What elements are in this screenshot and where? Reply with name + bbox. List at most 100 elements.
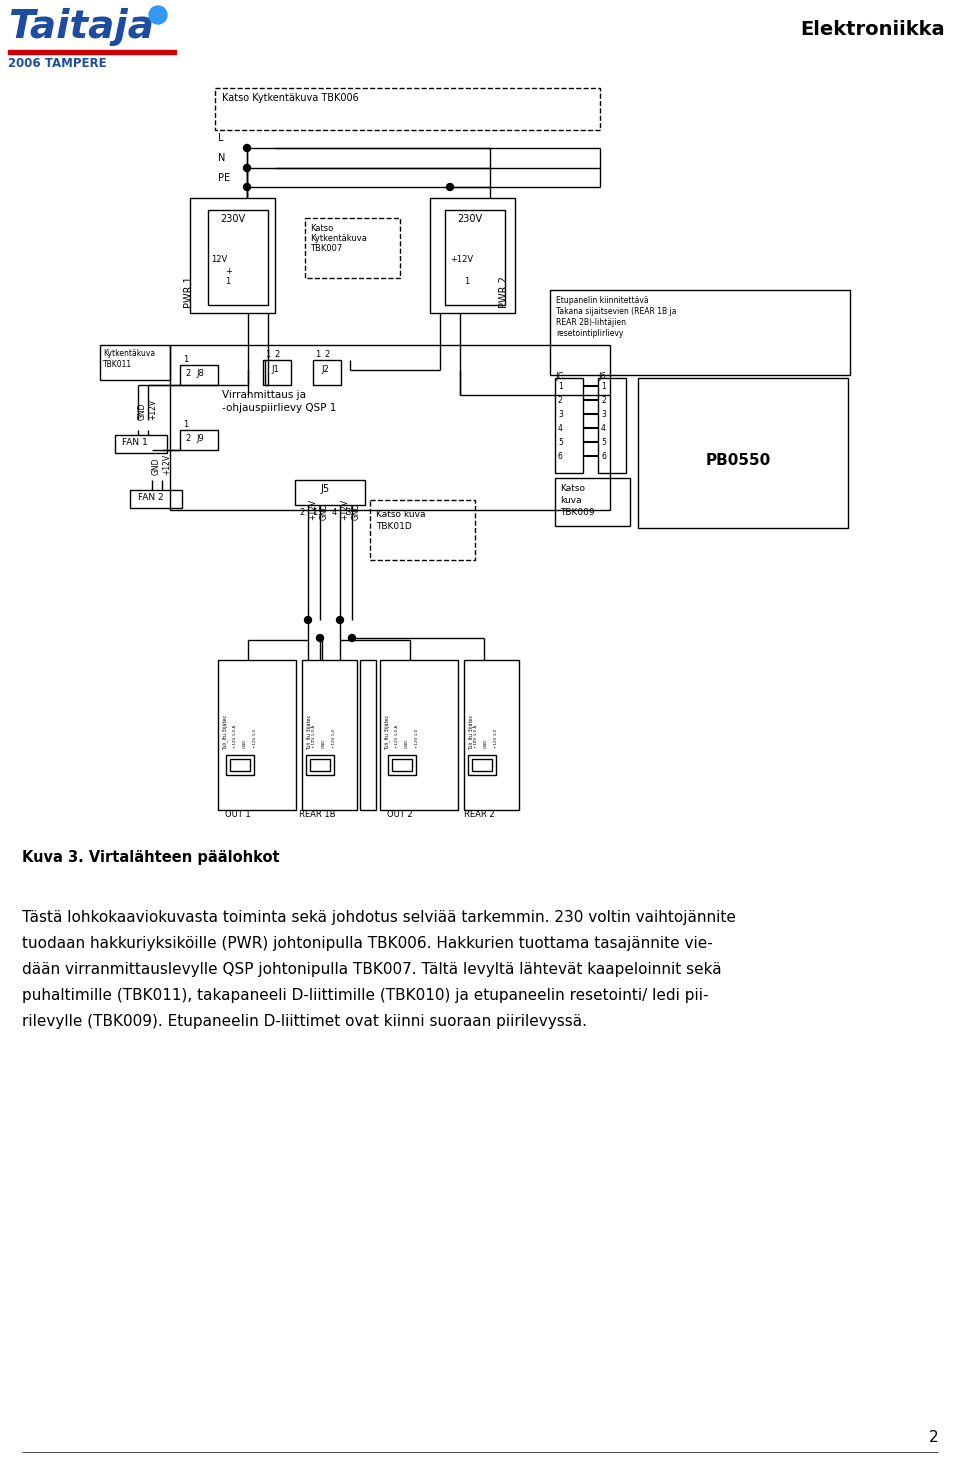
Text: REAR 2: REAR 2 <box>464 809 494 820</box>
Text: Tuli_ltu 3ijätec: Tuli_ltu 3ijätec <box>222 714 228 749</box>
Bar <box>8 50 176 54</box>
Text: 1: 1 <box>558 381 563 392</box>
Text: Tuli_ltu 3ijätec: Tuli_ltu 3ijätec <box>384 714 390 749</box>
Text: Tästä lohkokaaviokuvasta toiminta sekä johdotus selviää tarkemmin. 230 voltin va: Tästä lohkokaaviokuvasta toiminta sekä j… <box>22 910 736 925</box>
Bar <box>115 435 167 453</box>
Text: 2006 TAMPERE: 2006 TAMPERE <box>8 57 107 70</box>
Bar <box>180 430 218 450</box>
Circle shape <box>348 634 355 641</box>
Text: REAR 1B: REAR 1B <box>299 809 335 820</box>
Text: PWR 2: PWR 2 <box>499 276 509 308</box>
Text: N: N <box>218 153 226 164</box>
Bar <box>263 359 291 386</box>
Text: 12V: 12V <box>211 256 228 264</box>
Text: Takana sijaitsevien (REAR 1B ja: Takana sijaitsevien (REAR 1B ja <box>556 307 677 316</box>
Bar <box>305 218 400 278</box>
Bar <box>638 378 848 527</box>
Text: puhaltimille (TBK011), takapaneeli D-liittimille (TBK010) ja etupaneelin resetoi: puhaltimille (TBK011), takapaneeli D-lii… <box>22 988 708 1004</box>
Text: kuva: kuva <box>560 495 582 506</box>
Text: 4: 4 <box>558 424 563 432</box>
Text: +12V 1,0: +12V 1,0 <box>332 729 336 748</box>
Text: GND: GND <box>243 739 247 748</box>
Text: 1: 1 <box>225 278 230 286</box>
Text: GND: GND <box>322 739 326 748</box>
Text: +12V 1,0 A: +12V 1,0 A <box>474 725 478 748</box>
Bar <box>555 378 583 473</box>
Bar <box>215 88 600 130</box>
Bar <box>430 199 515 313</box>
Text: 230V: 230V <box>457 213 482 224</box>
Bar <box>388 755 416 774</box>
Text: 1: 1 <box>464 278 469 286</box>
Circle shape <box>337 617 344 624</box>
Text: Katso: Katso <box>310 224 333 232</box>
Text: Kytkentäkuva: Kytkentäkuva <box>310 234 367 243</box>
Text: +12V: +12V <box>308 498 317 520</box>
Text: -ohjauspiirlievy QSP 1: -ohjauspiirlievy QSP 1 <box>222 403 336 413</box>
Text: TBK007: TBK007 <box>310 244 343 253</box>
Text: 6: 6 <box>601 451 606 462</box>
Bar <box>230 760 250 771</box>
Circle shape <box>244 184 251 190</box>
Text: 2: 2 <box>928 1430 938 1445</box>
Text: +12V 1,0: +12V 1,0 <box>494 729 498 748</box>
Text: 2: 2 <box>601 396 606 405</box>
Bar <box>180 365 218 386</box>
Bar <box>598 378 626 473</box>
Bar <box>464 660 519 809</box>
Bar <box>310 760 330 771</box>
Text: +12V: +12V <box>162 454 171 475</box>
Bar <box>380 660 458 809</box>
Text: 2: 2 <box>185 370 190 378</box>
Text: GND: GND <box>484 739 488 748</box>
Bar <box>472 760 492 771</box>
Text: L: L <box>218 133 224 143</box>
Text: +12V: +12V <box>450 256 473 264</box>
Text: Tuli_ltu 3ijätec: Tuli_ltu 3ijätec <box>306 714 312 749</box>
Text: 2: 2 <box>324 351 329 359</box>
Text: 6: 6 <box>558 451 563 462</box>
Text: REAR 2B)-lihtäjien: REAR 2B)-lihtäjien <box>556 318 626 327</box>
Text: 2: 2 <box>185 434 190 443</box>
Text: tuodaan hakkuriyksiköille (PWR) johtonipulla TBK006. Hakkurien tuottama tasajänn: tuodaan hakkuriyksiköille (PWR) johtonip… <box>22 937 712 951</box>
Bar <box>392 760 412 771</box>
Text: +12V: +12V <box>340 498 349 520</box>
Text: dään virranmittauslevylle QSP johtonipulla TBK007. Tältä levyltä lähtevät kaapel: dään virranmittauslevylle QSP johtonipul… <box>22 961 722 977</box>
Text: 4: 4 <box>601 424 606 432</box>
Text: FAN 2: FAN 2 <box>138 492 163 503</box>
Text: 1: 1 <box>315 351 321 359</box>
Text: 1: 1 <box>601 381 606 392</box>
Bar <box>100 345 170 380</box>
Text: TBK01D: TBK01D <box>376 522 412 530</box>
Text: JC: JC <box>555 373 564 381</box>
Text: +12V: +12V <box>148 399 157 419</box>
Text: PE: PE <box>218 172 230 183</box>
Text: GND: GND <box>320 503 329 520</box>
Bar <box>360 660 376 809</box>
Text: 1: 1 <box>183 355 188 364</box>
Text: GND: GND <box>152 457 161 475</box>
Text: J1: J1 <box>271 365 278 374</box>
Bar <box>468 755 496 774</box>
Bar <box>130 489 182 508</box>
Bar <box>218 660 296 809</box>
Text: Virranmittaus ja: Virranmittaus ja <box>222 390 306 400</box>
Text: 2: 2 <box>299 508 304 517</box>
Text: Kuva 3. Virtalähteen päälohkot: Kuva 3. Virtalähteen päälohkot <box>22 850 279 865</box>
Text: 1: 1 <box>265 351 271 359</box>
Text: 3: 3 <box>558 411 563 419</box>
Bar <box>306 755 334 774</box>
Text: Katso Kytkentäkuva TBK006: Katso Kytkentäkuva TBK006 <box>222 94 359 102</box>
Text: 1: 1 <box>183 419 188 430</box>
Text: J8: J8 <box>196 370 204 378</box>
Text: J6: J6 <box>598 373 606 381</box>
Text: +12V 1,0 A: +12V 1,0 A <box>312 725 316 748</box>
Circle shape <box>244 145 251 152</box>
Text: GND: GND <box>352 503 361 520</box>
Text: FAN 1: FAN 1 <box>122 438 148 447</box>
Text: J2: J2 <box>321 365 328 374</box>
Text: 2: 2 <box>558 396 563 405</box>
Circle shape <box>317 634 324 641</box>
Text: J5: J5 <box>321 484 329 494</box>
Bar <box>295 481 365 506</box>
